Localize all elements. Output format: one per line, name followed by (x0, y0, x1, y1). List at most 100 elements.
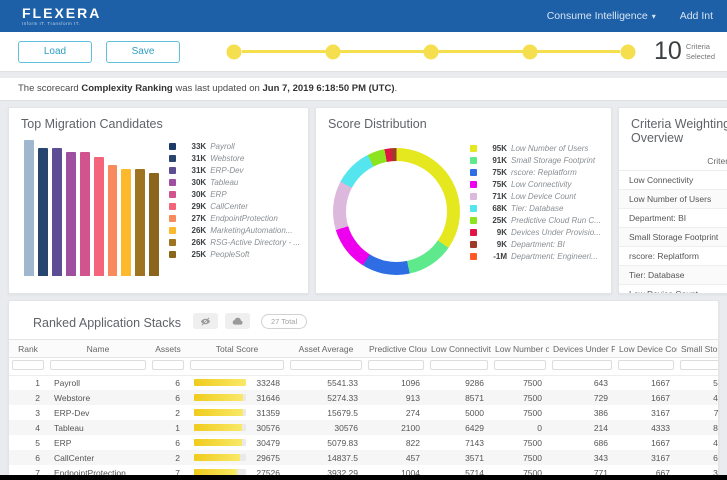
stepper-dot[interactable] (620, 44, 636, 59)
legend-item[interactable]: 33K Payroll (169, 142, 300, 151)
filter-input-asset_average[interactable] (290, 360, 362, 370)
table-row[interactable]: 5 ERP 6 30479 5079.83 822 7143 7500 686 1667 4743 (9, 435, 718, 450)
eye-off-icon-button[interactable] (193, 313, 219, 329)
ranked-application-stacks-panel: Ranked Application Stacks 27 Total Rank N… (8, 300, 719, 480)
legend-item[interactable]: 68K Tier: Database (470, 204, 601, 213)
consume-intelligence-menu[interactable]: Consume Intelligence ▾ (546, 10, 656, 22)
stepper-dot[interactable] (423, 44, 439, 59)
bar-ERP[interactable] (79, 152, 90, 276)
table-row[interactable]: 2 Webstore 6 31646 5274.33 913 8571 7500 729 1667… (9, 390, 718, 405)
stepper-dot[interactable] (522, 44, 537, 59)
criteria-row[interactable]: Tier: Database (619, 266, 727, 285)
column-header-total_score[interactable]: Total Score (187, 339, 287, 358)
column-header-asset_average[interactable]: Asset Average (287, 339, 365, 358)
legend-item[interactable]: 30K Tableau (169, 178, 300, 187)
load-button[interactable]: Load (18, 40, 92, 63)
bar-EndpointProtection[interactable] (107, 164, 118, 276)
legend-value: 9K (496, 240, 507, 249)
column-header-low_device_count[interactable]: Low Device Count (615, 339, 677, 358)
bar-ERP-Dev[interactable] (51, 148, 62, 276)
column-header-small_storage[interactable]: Small Storage Fo... (677, 339, 718, 358)
cell-name: Webstore (54, 392, 91, 403)
legend-item[interactable]: 31K Webstore (169, 154, 300, 163)
filter-input-devices_under[interactable] (552, 360, 612, 370)
cell-predictive_cloud: 274 (405, 407, 420, 418)
column-header-assets[interactable]: Assets (149, 339, 187, 358)
legend-item[interactable]: 91K Small Storage Footprint (470, 156, 601, 165)
bar-MarketingAutomation...[interactable] (121, 168, 132, 276)
cell-assets: 6 (175, 377, 180, 388)
legend-item[interactable]: 27K EndpointProtection (169, 214, 300, 223)
column-header-rank[interactable]: Rank (9, 339, 47, 358)
score-bar-track (194, 469, 246, 476)
cloud-download-icon-button[interactable] (225, 313, 251, 329)
legend-item[interactable]: 26K MarketingAutomation... (169, 226, 300, 235)
column-header-name[interactable]: Name (47, 339, 149, 358)
criteria-row[interactable]: Low Device Count (619, 285, 727, 293)
stepper-dot[interactable] (325, 44, 340, 59)
legend-item[interactable]: 31K ERP-Dev (169, 166, 300, 175)
legend-label: Department: BI (511, 240, 565, 249)
criteria-row[interactable]: rscore: Replatform (619, 247, 727, 266)
table-row[interactable]: 3 ERP-Dev 2 31359 15679.5 274 5000 7500 386 3167 7… (9, 405, 718, 420)
column-header-low_number_of[interactable]: Low Number of ... (491, 339, 549, 358)
cell-small_storage: 3952 (713, 467, 718, 478)
cell-name: EndpointProtection (54, 467, 126, 478)
cell-rank: 4 (35, 422, 40, 433)
column-header-low_connectivity[interactable]: Low Connectivity (427, 339, 491, 358)
legend-item[interactable]: 75K Low Connectivity (470, 180, 601, 189)
cell-low_device_count: 667 (655, 467, 670, 478)
legend-item[interactable]: 71K Low Device Count (470, 192, 601, 201)
bar-PeopleSoft[interactable] (149, 172, 160, 276)
table-row[interactable]: 4 Tableau 1 30576 30576 2100 6429 0 214 4333 8300 (9, 420, 718, 435)
cell-small_storage: 8300 (713, 422, 718, 433)
bar-Webstore[interactable] (37, 148, 48, 276)
bar-Payroll[interactable] (24, 140, 34, 276)
filter-input-low_number_of[interactable] (494, 360, 546, 370)
legend-item[interactable]: 25K Predictive Cloud Run C... (470, 216, 601, 225)
criteria-row[interactable]: Low Number of Users (619, 190, 727, 209)
legend-swatch (470, 241, 477, 248)
filter-input-name[interactable] (50, 360, 146, 370)
legend-item[interactable]: 30K ERP (169, 190, 300, 199)
filter-input-total_score[interactable] (190, 360, 284, 370)
legend-item[interactable]: 75K rscore: Replatform (470, 168, 601, 177)
legend-item[interactable]: 29K CallCenter (169, 202, 300, 211)
filter-input-small_storage[interactable] (680, 360, 718, 370)
column-header-devices_under[interactable]: Devices Under Pr... (549, 339, 615, 358)
cell-name: CallCenter (54, 452, 95, 463)
criteria-row[interactable]: Department: BI (619, 209, 727, 228)
filter-input-low_device_count[interactable] (618, 360, 674, 370)
legend-label: MarketingAutomation... (210, 226, 293, 235)
bar-RSG-Active Directory - ...[interactable] (135, 168, 146, 276)
cell-name: ERP-Dev (54, 407, 90, 418)
legend-item[interactable]: 95K Low Number of Users (470, 144, 601, 153)
legend-swatch (169, 179, 177, 186)
criteria-row[interactable]: Low Connectivity (619, 171, 727, 190)
filter-cell (427, 357, 491, 376)
bar-Tableau[interactable] (65, 152, 76, 276)
table-row[interactable]: 7 EndpointProtection 7 27526 3932.29 1004 5714… (9, 465, 718, 479)
donut-chart[interactable] (333, 148, 460, 275)
add-intelligence-menu[interactable]: Add Int (679, 10, 713, 22)
stepper-dot[interactable] (226, 44, 242, 59)
legend-item[interactable]: 9K Devices Under Provisio... (470, 228, 601, 237)
legend-label: Payroll (210, 142, 235, 151)
save-button[interactable]: Save (106, 40, 180, 63)
bar-CallCenter[interactable] (93, 156, 104, 276)
filter-input-low_connectivity[interactable] (430, 360, 488, 370)
filter-input-rank[interactable] (12, 360, 44, 370)
cell-small_storage: 7114 (713, 407, 718, 418)
table-row[interactable]: 1 Payroll 6 33248 5541.33 1096 9286 7500 643 1667… (9, 375, 718, 390)
cell-name: ERP (54, 437, 72, 448)
legend-item[interactable]: 9K Department: BI (470, 240, 601, 249)
legend-item[interactable]: 26K RSG-Active Directory - ... (169, 238, 300, 247)
legend-item[interactable]: 25K PeopleSoft (169, 250, 300, 259)
cell-rank: 2 (35, 392, 40, 403)
legend-item[interactable]: -1M Department: Engineeri... (470, 252, 601, 261)
column-header-predictive_cloud[interactable]: Predictive Cloud ... (365, 339, 427, 358)
table-row[interactable]: 6 CallCenter 2 29675 14837.5 457 3571 7500 343 31… (9, 450, 718, 465)
filter-input-predictive_cloud[interactable] (368, 360, 424, 370)
criteria-row[interactable]: Small Storage Footprint (619, 228, 727, 247)
filter-input-assets[interactable] (152, 360, 184, 370)
